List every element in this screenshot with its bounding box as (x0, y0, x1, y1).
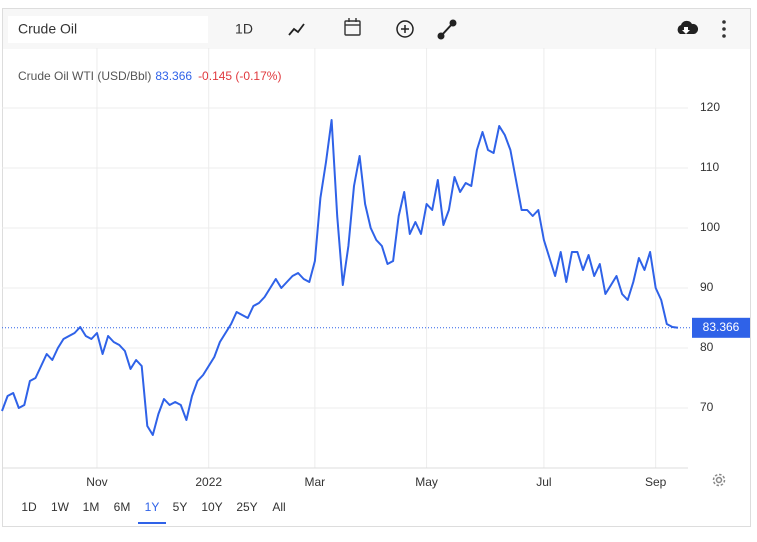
y-tick-label: 110 (700, 160, 719, 174)
search-text[interactable]: Crude Oil (18, 21, 77, 37)
y-tick-label: 70 (700, 400, 714, 414)
add-indicator-icon[interactable] (396, 20, 414, 38)
last-price-tag (692, 317, 750, 338)
legend-series-name: Crude Oil WTI (USD/Bbl) (18, 69, 151, 83)
y-tick-label: 90 (700, 280, 714, 294)
panel (2, 8, 751, 527)
x-tick-label: 2022 (195, 475, 222, 489)
legend-last-price: 83.366 (155, 69, 192, 83)
line-style-icon[interactable] (288, 23, 305, 36)
range-button[interactable]: 1D (21, 500, 37, 514)
calendar-icon[interactable] (344, 18, 361, 36)
search-box[interactable] (8, 16, 208, 43)
legend: Crude Oil WTI (USD/Bbl) 83.366 -0.145 (-0.… (18, 69, 281, 83)
draw-icon[interactable] (437, 19, 457, 40)
x-tick-label: Jul (536, 475, 551, 489)
x-tick-label: May (415, 475, 438, 489)
range-button[interactable]: 1M (83, 500, 100, 514)
x-tick-label: Mar (305, 475, 326, 489)
y-tick-label: 100 (700, 220, 720, 234)
y-tick-label: 80 (700, 340, 714, 354)
settings-icon[interactable] (712, 473, 726, 487)
range-button[interactable]: 5Y (173, 500, 188, 514)
range-button[interactable]: 6M (114, 500, 131, 514)
price-line (1, 119, 679, 436)
range-selected-underline (138, 522, 166, 524)
range-button[interactable]: 25Y (236, 500, 257, 514)
range-button[interactable]: 10Y (201, 500, 222, 514)
menu-icon[interactable] (722, 20, 726, 38)
range-button[interactable]: 1W (51, 500, 70, 514)
x-tick-label: Sep (645, 475, 667, 489)
legend-change: -0.145 (-0.17%) (198, 69, 281, 83)
range-button[interactable]: All (272, 500, 285, 514)
x-tick-label: Nov (86, 475, 107, 489)
download-icon[interactable] (677, 20, 699, 34)
interval-button[interactable]: 1D (235, 21, 253, 37)
range-button[interactable]: 1Y (145, 500, 160, 514)
last-price-label: 83.366 (703, 320, 740, 334)
y-tick-label: 120 (700, 100, 720, 114)
